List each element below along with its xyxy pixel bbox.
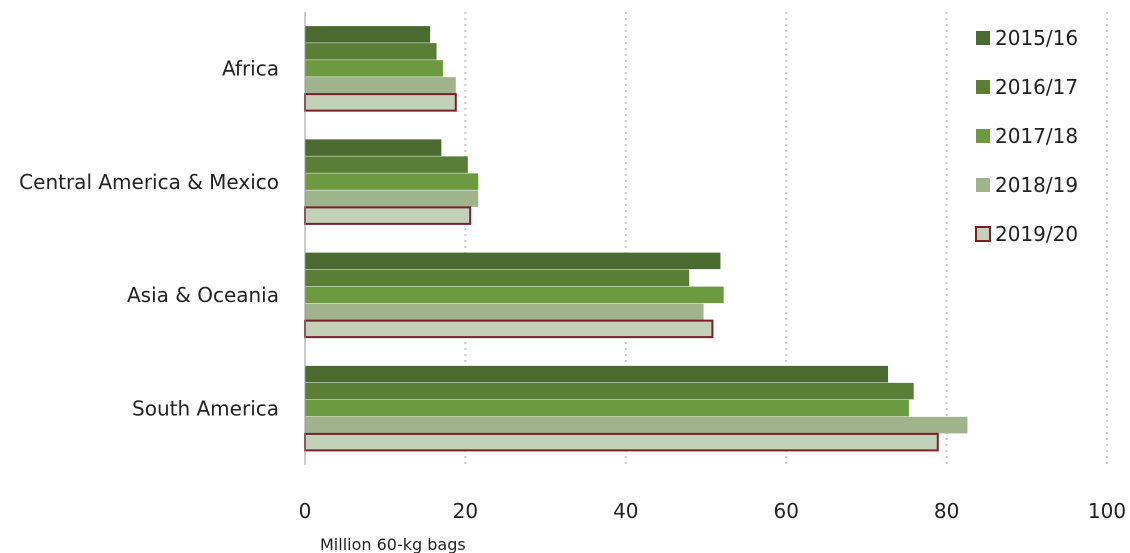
bar-group [304,365,968,452]
x-tick-label: 0 [299,499,312,523]
legend-swatch [976,31,990,45]
bar [305,60,443,77]
x-tick-label: 40 [613,499,638,523]
x-axis-unit-label: Million 60-kg bags [320,535,466,553]
legend-swatch [976,178,990,192]
legend-label: 2015/16 [995,26,1078,50]
bar [305,269,690,287]
legend-swatch [976,129,990,143]
legend: 2015/16 2016/17 2017/18 2018/19 2019/20 [975,26,1078,246]
bar-group [304,26,457,112]
bar [305,382,914,400]
category-label: Central America & Mexico [19,170,279,194]
bar [305,77,456,94]
legend-swatch [976,80,990,94]
bar [305,303,704,321]
bar [305,365,889,383]
bar [304,93,457,112]
x-tick-label: 80 [934,499,959,523]
bar [304,206,472,225]
bar [305,173,479,190]
legend-item: 2019/20 [975,222,1078,246]
x-tick-label: 100 [1088,499,1126,523]
legend-item: 2017/18 [976,124,1078,148]
legend-item: 2018/19 [976,173,1078,197]
bar [305,190,479,207]
legend-label: 2018/19 [995,173,1078,197]
bar [305,252,721,270]
bar [305,416,968,434]
bar [305,43,437,60]
x-tick-labels: 0 20 40 60 80 100 [299,499,1126,523]
category-label: Africa [222,57,279,81]
bar-groups [304,26,968,452]
category-label: Asia & Oceania [127,283,279,307]
x-tick-label: 20 [453,499,478,523]
bar [305,139,442,156]
legend-label: 2017/18 [995,124,1078,148]
legend-label: 2016/17 [995,75,1078,99]
legend-swatch [975,226,991,242]
legend-item: 2016/17 [976,75,1078,99]
bar [305,26,431,43]
legend-item: 2015/16 [976,26,1078,50]
bar-group [304,252,724,339]
bar [305,399,909,417]
bar [304,319,714,339]
x-tick-label: 60 [773,499,798,523]
bar [305,156,468,173]
bar-group [304,139,479,225]
bar [304,432,939,452]
category-label: South America [132,396,279,420]
category-labels: Africa Central America & Mexico Asia & Oce… [19,57,279,421]
bar [305,286,724,304]
legend-label: 2019/20 [995,222,1078,246]
